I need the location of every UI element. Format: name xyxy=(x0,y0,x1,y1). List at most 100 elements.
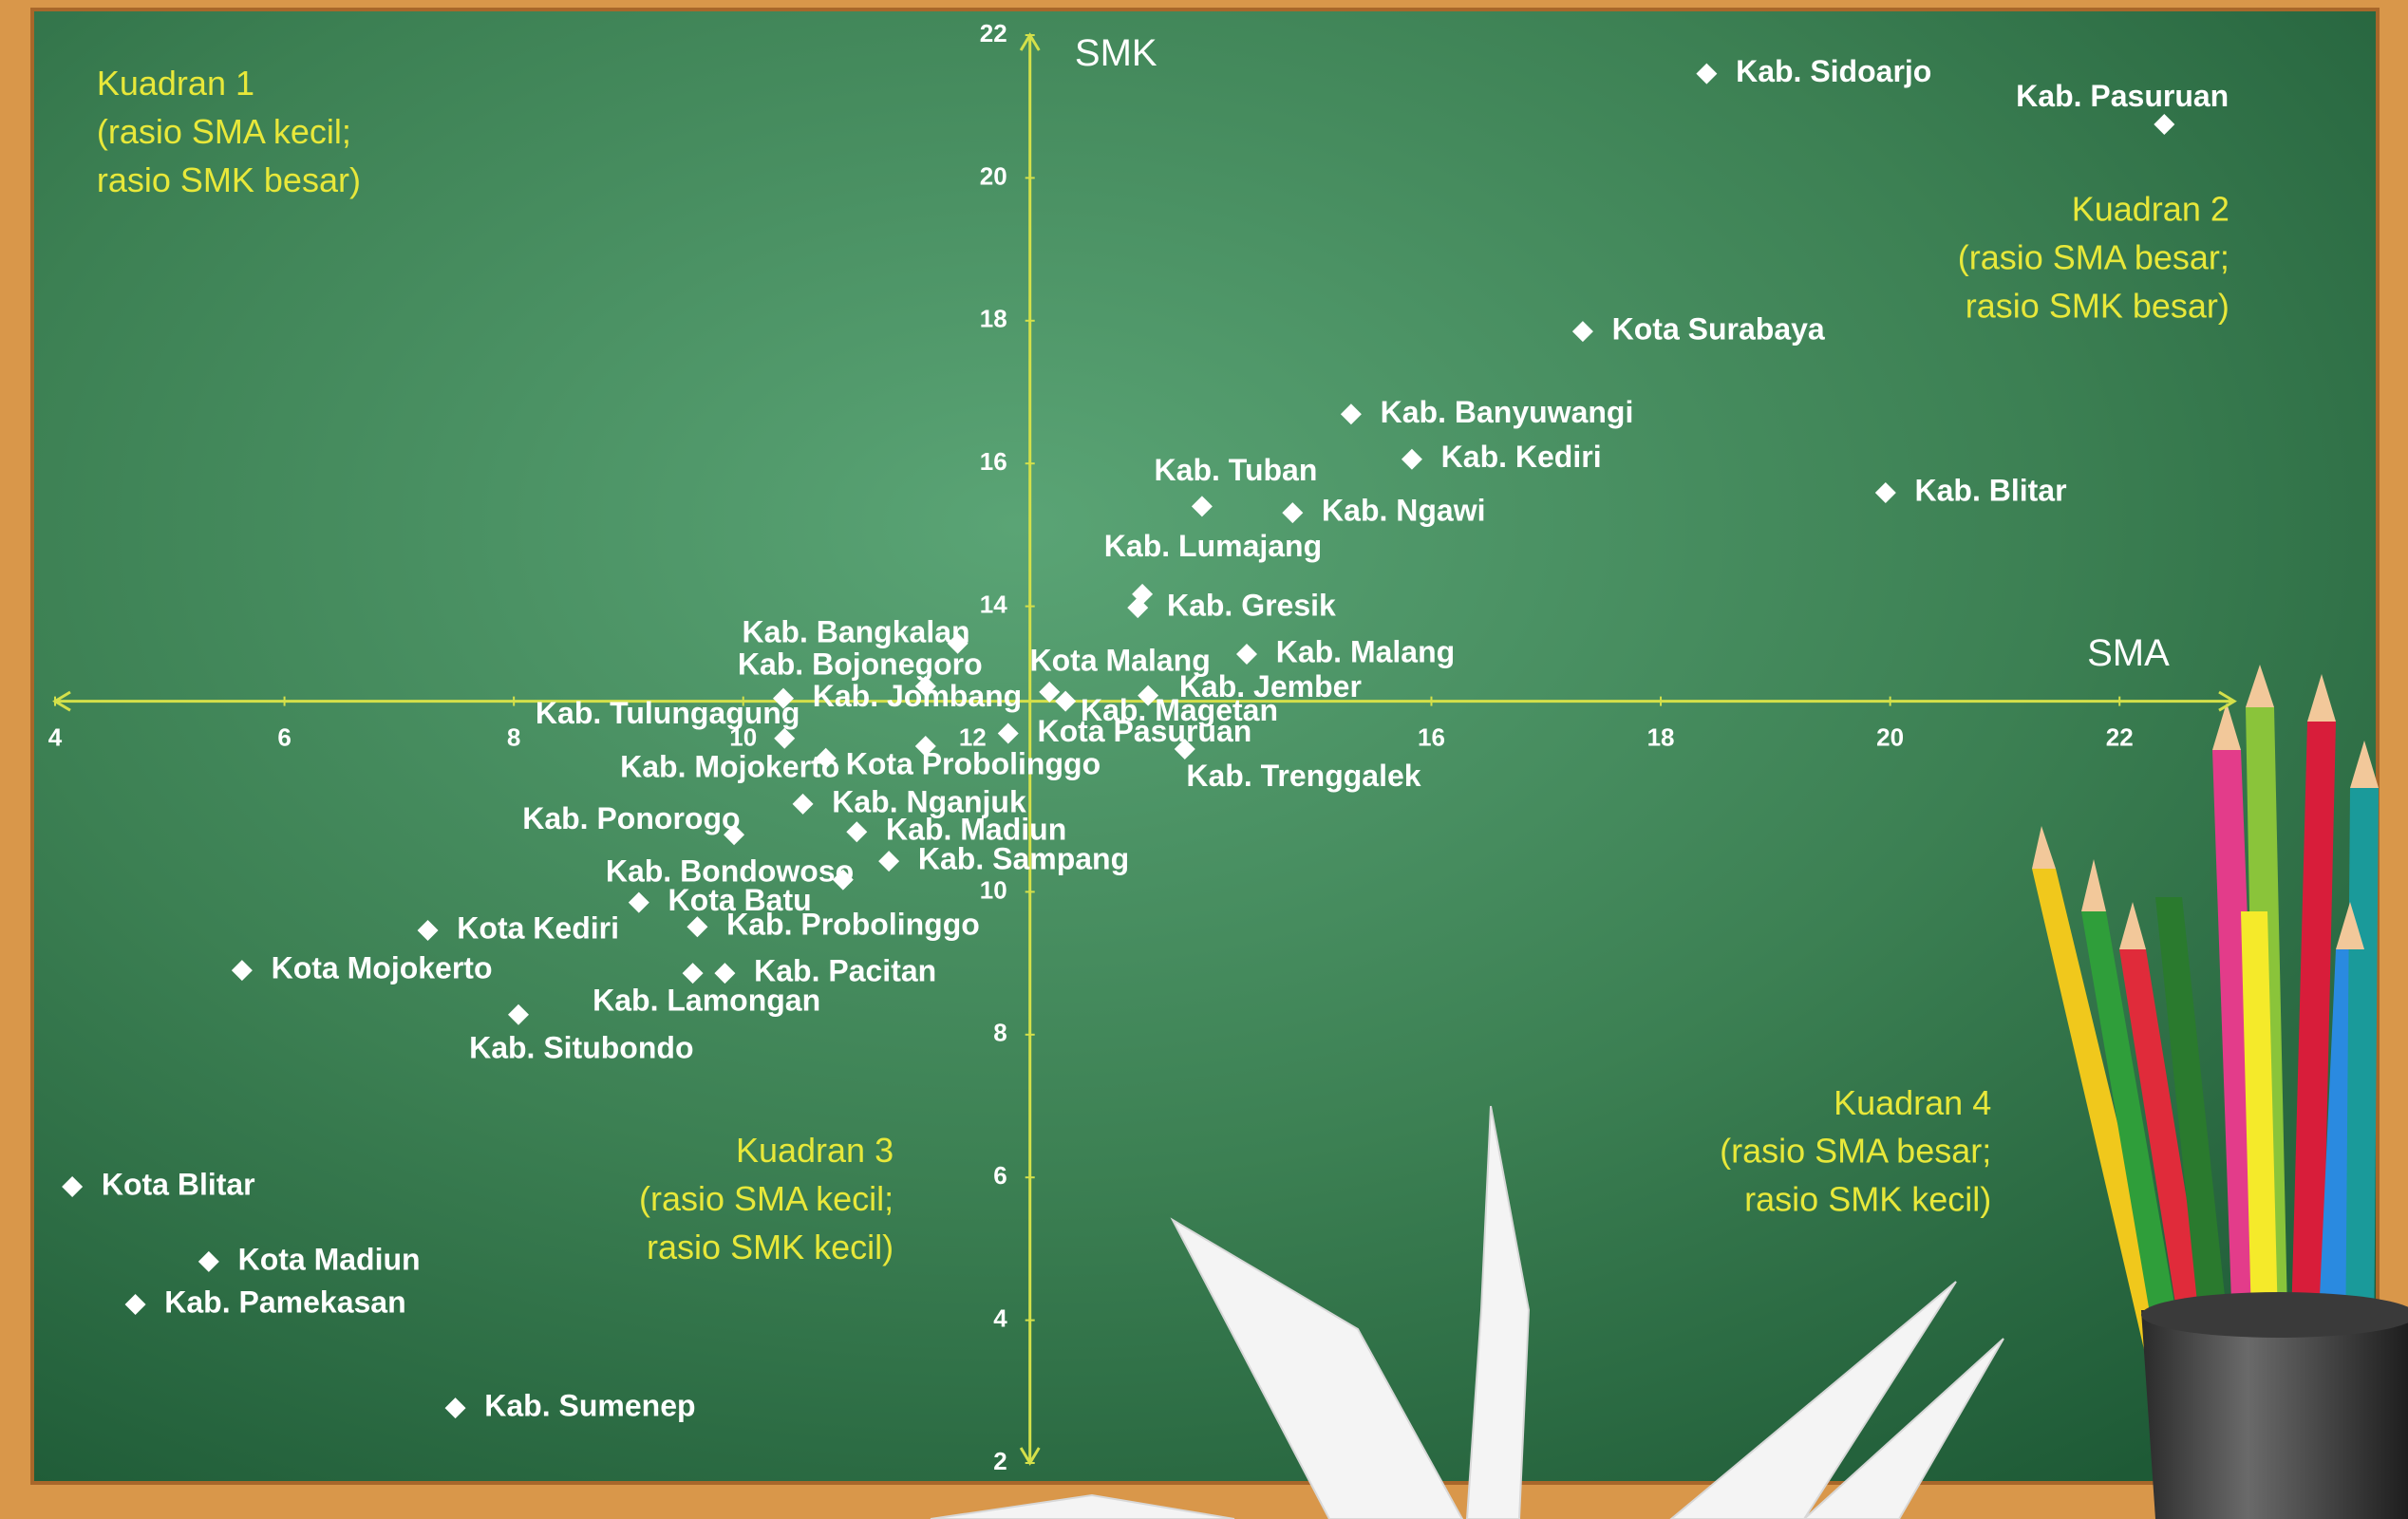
data-point xyxy=(774,727,796,749)
point-label: Kota Pasuruan xyxy=(1037,714,1251,748)
quadrant-note: Kuadran 4 xyxy=(1834,1083,1991,1122)
data-point xyxy=(947,632,969,654)
point-label: Kab. Ngawi xyxy=(1322,494,1485,528)
point-label: Kota Surabaya xyxy=(1612,312,1825,347)
point-label: Kota Kediri xyxy=(457,910,619,945)
x-tick-label: 8 xyxy=(507,722,520,751)
data-point xyxy=(1340,403,1362,425)
point-label: Kab. Bondowoso xyxy=(606,854,854,889)
data-point xyxy=(1282,502,1304,524)
point-label: Kab. Jombang xyxy=(813,679,1022,713)
data-point xyxy=(628,891,649,913)
y-tick-label: 20 xyxy=(980,161,1007,190)
point-label: Kab. Nganjuk xyxy=(832,784,1026,818)
point-label: Kab. Bojonegoro xyxy=(738,647,983,681)
data-point xyxy=(815,747,837,769)
quadrant-note: rasio SMK kecil) xyxy=(647,1228,894,1266)
x-axis-arrow xyxy=(2218,690,2237,712)
quadrant-note: (rasio SMA kecil; xyxy=(97,112,351,151)
point-label: Kab. Pasuruan xyxy=(2016,79,2229,113)
point-label: Kab. Malang xyxy=(1276,634,1455,668)
data-point xyxy=(714,963,736,985)
x-tick-label: 4 xyxy=(48,722,63,751)
x-tick-label: 18 xyxy=(1647,722,1675,751)
point-label: Kab. Bangkalan xyxy=(742,614,969,648)
point-label: Kab. Sampang xyxy=(918,842,1129,876)
point-label: Kota Batu xyxy=(668,883,812,917)
data-point xyxy=(1191,496,1213,517)
point-label: Kota Blitar xyxy=(102,1167,255,1201)
point-label: Kab. Tulungagung xyxy=(536,696,800,730)
board xyxy=(30,8,2380,1485)
point-label: Kab. Kediri xyxy=(1441,440,1602,474)
y-tick-label: 2 xyxy=(993,1447,1006,1475)
quadrant-note: Kuadran 2 xyxy=(2072,190,2229,229)
point-label: Kab. Pamekasan xyxy=(164,1285,405,1320)
data-point xyxy=(1039,681,1061,703)
point-label: Kab. Blitar xyxy=(1915,473,2067,507)
quadrant-note: rasio SMK besar) xyxy=(1966,287,2229,326)
data-point xyxy=(846,821,868,843)
point-label: Kab. Lamongan xyxy=(593,983,820,1017)
x-tick-label: 6 xyxy=(277,722,291,751)
data-point xyxy=(1236,643,1258,665)
data-point xyxy=(1127,597,1149,619)
paper-decoration xyxy=(930,1105,2004,1519)
data-point xyxy=(832,869,854,891)
data-point xyxy=(997,722,1019,744)
data-point xyxy=(914,735,936,757)
data-point xyxy=(124,1294,146,1316)
data-point xyxy=(724,824,745,846)
point-label: Kab. Situbondo xyxy=(469,1030,693,1064)
point-label: Kab. Lumajang xyxy=(1104,529,1322,563)
x-tick-label: 12 xyxy=(959,722,987,751)
point-label: Kab. Jember xyxy=(1179,669,1362,703)
point-label: Kab. Trenggalek xyxy=(1186,759,1420,793)
data-point xyxy=(878,851,900,872)
data-point xyxy=(682,963,704,985)
point-label: Kota Malang xyxy=(1030,644,1211,678)
data-point xyxy=(62,1175,84,1197)
x-axis-title: SMA xyxy=(2087,632,2170,674)
data-point xyxy=(1174,739,1195,760)
quadrant-note: Kuadran 1 xyxy=(97,64,254,103)
data-point xyxy=(1874,482,1896,504)
point-label: Kab. Magetan xyxy=(1081,693,1278,727)
point-label: Kab. Mojokerto xyxy=(620,750,839,784)
point-label: Kab. Pacitan xyxy=(754,954,936,988)
quadrant-note: (rasio SMA kecil; xyxy=(639,1179,894,1218)
pencil-decoration xyxy=(2032,665,2408,1519)
quadrant-note: Kuadran 3 xyxy=(736,1131,894,1170)
data-point xyxy=(198,1250,219,1272)
y-tick-label: 8 xyxy=(993,1019,1006,1047)
quadrant-note: rasio SMK besar) xyxy=(97,160,361,199)
quadrant-note: rasio SMK kecil) xyxy=(1744,1180,1991,1219)
x-tick-label: 16 xyxy=(1418,722,1445,751)
data-point xyxy=(1571,321,1593,343)
data-point xyxy=(914,675,936,697)
quadrant-note: (rasio SMA besar; xyxy=(1720,1132,1991,1171)
point-label: Kota Probolinggo xyxy=(846,746,1101,780)
x-tick-label: 20 xyxy=(1876,722,1904,751)
y-tick-label: 14 xyxy=(980,590,1007,618)
y-tick-label: 18 xyxy=(980,305,1007,333)
data-point xyxy=(1138,684,1159,706)
y-tick-label: 6 xyxy=(993,1161,1006,1190)
quadrant-note: (rasio SMA besar; xyxy=(1958,238,2229,277)
data-point xyxy=(417,920,439,942)
data-point xyxy=(773,687,795,709)
point-label: Kota Madiun xyxy=(238,1242,421,1276)
point-label: Kab. Banyuwangi xyxy=(1381,395,1634,429)
data-point xyxy=(687,916,708,938)
y-tick-label: 10 xyxy=(980,875,1007,904)
data-point xyxy=(2154,114,2175,135)
y-tick-label: 22 xyxy=(980,19,1007,47)
point-label: Kab. Tuban xyxy=(1155,453,1318,487)
point-label: Kab. Sumenep xyxy=(484,1389,695,1423)
data-point xyxy=(444,1397,466,1419)
y-tick-label: 16 xyxy=(980,447,1007,476)
point-label: Kab. Gresik xyxy=(1167,589,1336,623)
point-label: Kota Mojokerto xyxy=(272,951,493,985)
